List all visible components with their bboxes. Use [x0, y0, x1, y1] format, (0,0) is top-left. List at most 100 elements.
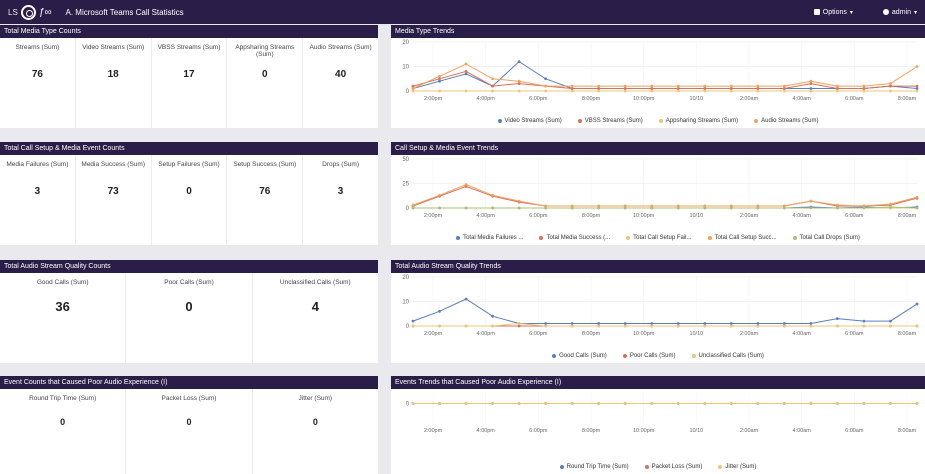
- data-point: [650, 322, 654, 325]
- legend-item[interactable]: VBSS Streams (Sum): [577, 118, 643, 124]
- x-tick-label: 10:00pm: [633, 213, 655, 219]
- legend-item[interactable]: Total Call Setup Succ...: [707, 235, 777, 241]
- y-tick-label: 0: [406, 89, 410, 95]
- data-point: [464, 183, 468, 186]
- data-point: [836, 317, 839, 321]
- data-point: [729, 322, 733, 325]
- y-tick-label: 20: [402, 40, 409, 46]
- data-point: [411, 84, 415, 88]
- user-icon: [882, 9, 889, 15]
- data-point: [756, 89, 760, 93]
- data-point: [862, 84, 866, 88]
- stat-value: 73: [107, 186, 119, 197]
- data-point: [464, 185, 468, 188]
- legend-item[interactable]: Total Media Success (...: [539, 235, 610, 241]
- panel-title: Call Setup & Media Event Trends: [391, 142, 925, 155]
- stat-value: 0: [186, 186, 192, 197]
- stat-label: Jitter (Sum): [298, 395, 333, 402]
- chart-legend: Video Streams (Sum) VBSS Streams (Sum) App…: [391, 118, 925, 124]
- app-logo[interactable]: LS ƒ∞: [8, 4, 52, 20]
- data-point: [597, 206, 601, 210]
- data-point: [438, 77, 441, 81]
- legend-dot-icon: [456, 236, 461, 240]
- stat-good-calls: Good Calls (Sum) 36: [0, 273, 127, 363]
- legend-item[interactable]: Total Call Setup Fail...: [626, 235, 692, 241]
- legend-item[interactable]: Appsharing Streams (Sum): [658, 118, 738, 124]
- stat-round-trip-time: Round Trip Time (Sum) 0: [0, 389, 127, 474]
- data-point: [889, 319, 892, 323]
- legend-dot-icon: [626, 236, 631, 240]
- data-point: [491, 89, 494, 93]
- legend-item[interactable]: Unclassified Calls (Sum): [691, 353, 764, 359]
- legend-item[interactable]: Video Streams (Sum): [497, 118, 562, 124]
- user-menu[interactable]: admin ▾: [882, 9, 917, 16]
- data-point: [862, 402, 866, 405]
- legend-item[interactable]: Audio Streams (Sum): [754, 118, 819, 124]
- panel-title: Total Audio Stream Quality Trends: [391, 260, 925, 273]
- data-point: [623, 87, 627, 90]
- chart-legend: Round Trip Time (Sum) Packet Loss (Sum) Ji…: [391, 464, 925, 470]
- data-point: [756, 402, 760, 405]
- x-tick-label: 6:00pm: [529, 213, 548, 219]
- legend-label: Audio Streams (Sum): [761, 118, 819, 124]
- stat-label: Audio Streams (Sum): [309, 44, 372, 51]
- data-point: [756, 322, 760, 325]
- data-point: [915, 89, 919, 93]
- stat-label: Streams (Sum): [15, 44, 60, 51]
- options-label: Options: [822, 8, 847, 16]
- series-line: [412, 60, 918, 89]
- legend-item[interactable]: Poor Calls (Sum): [622, 353, 676, 359]
- data-point: [889, 202, 892, 206]
- data-point: [836, 203, 839, 207]
- legend-item[interactable]: Jitter (Sum): [718, 464, 756, 470]
- x-tick-label: 6:00am: [845, 96, 864, 102]
- data-point: [729, 89, 733, 93]
- x-tick-label: 6:00pm: [529, 96, 548, 102]
- data-point: [570, 206, 574, 210]
- data-point: [676, 89, 680, 93]
- data-point: [756, 206, 760, 210]
- legend-item[interactable]: Packet Loss (Sum): [644, 464, 702, 470]
- legend-item[interactable]: Total Call Drops (Sum): [792, 235, 860, 241]
- data-point: [782, 206, 786, 210]
- data-point: [729, 402, 733, 405]
- stat-value: 0: [186, 417, 192, 427]
- data-point: [889, 89, 892, 93]
- data-point: [491, 206, 494, 210]
- stat-setup-failures: Setup Failures (Sum) 0: [152, 155, 228, 245]
- legend-item[interactable]: Round Trip Time (Sum): [559, 464, 629, 470]
- options-menu[interactable]: Options ▾: [813, 8, 853, 16]
- data-point: [438, 79, 441, 83]
- data-point: [889, 402, 892, 405]
- stat-value: 76: [259, 186, 271, 197]
- stat-label: Media Success (Sum): [81, 161, 145, 168]
- stat-unclassified-calls: Unclassified Calls (Sum) 4: [253, 273, 378, 363]
- stat-value: 76: [31, 69, 43, 80]
- legend-label: Total Call Setup Fail...: [633, 235, 692, 241]
- data-point: [729, 206, 733, 210]
- data-point: [756, 87, 760, 90]
- stat-appsharing-streams: Appsharing Streams (Sum) 0: [227, 38, 304, 128]
- data-point: [411, 87, 415, 90]
- legend-dot-icon: [552, 354, 557, 358]
- data-point: [570, 87, 574, 90]
- stat-value: 0: [185, 299, 193, 314]
- data-point: [809, 199, 813, 203]
- stat-poor-calls: Poor Calls (Sum) 0: [126, 273, 253, 363]
- data-point: [517, 324, 521, 328]
- data-point: [623, 204, 627, 208]
- audio-counts-panel: Total Audio Stream Quality Counts Good C…: [0, 260, 378, 363]
- legend-item[interactable]: Total Media Failures ...: [456, 235, 523, 241]
- media-counts-panel: Total Media Type Counts Streams (Sum) 76 …: [0, 25, 378, 128]
- stat-value: 0: [60, 417, 66, 427]
- stat-value: 40: [335, 69, 347, 80]
- data-point: [517, 322, 521, 325]
- data-point: [836, 206, 839, 210]
- data-point: [703, 87, 707, 90]
- panel-title: Events Trends that Caused Poor Audio Exp…: [391, 376, 925, 389]
- data-point: [729, 204, 733, 208]
- legend-label: Poor Calls (Sum): [629, 353, 676, 359]
- logo-ring-icon: [20, 4, 36, 20]
- app-title: A. Microsoft Teams Call Statistics: [65, 7, 184, 17]
- legend-item[interactable]: Good Calls (Sum): [552, 353, 607, 359]
